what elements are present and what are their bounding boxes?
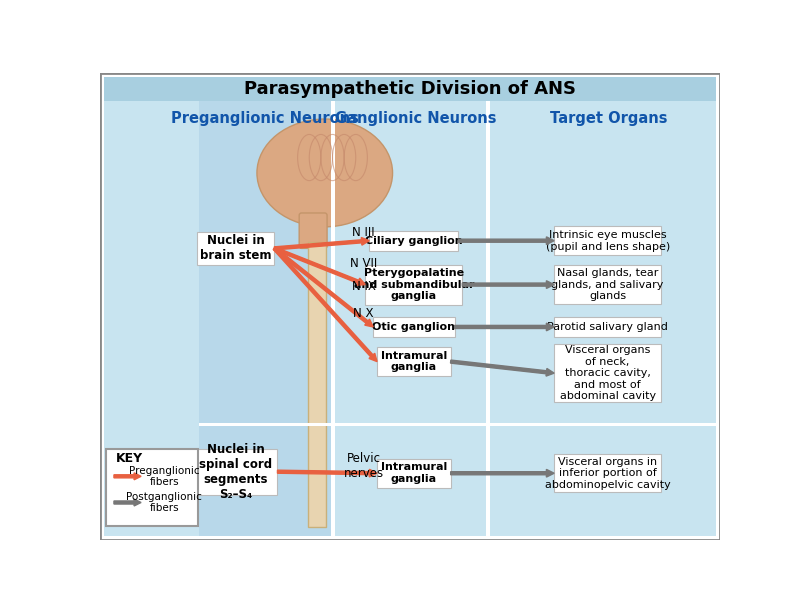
Text: Parasympathetic Division of ANS: Parasympathetic Division of ANS bbox=[244, 80, 576, 98]
Bar bbox=[331, 101, 335, 537]
Text: Preganglionic
fibers: Preganglionic fibers bbox=[129, 466, 200, 487]
Polygon shape bbox=[274, 247, 366, 285]
Polygon shape bbox=[462, 281, 554, 288]
Text: N III: N III bbox=[352, 226, 375, 239]
Bar bbox=[199, 423, 716, 426]
Text: Pelvic
nerves: Pelvic nerves bbox=[343, 452, 383, 480]
Polygon shape bbox=[278, 469, 377, 477]
Text: Parotid salivary gland: Parotid salivary gland bbox=[547, 322, 668, 332]
Polygon shape bbox=[458, 237, 554, 245]
Text: N X: N X bbox=[354, 307, 374, 319]
Bar bbox=[554, 226, 661, 256]
Bar bbox=[554, 344, 661, 402]
Text: Nuclei in
brain stem: Nuclei in brain stem bbox=[200, 234, 271, 262]
Text: Nasal glands, tear
glands, and salivary
glands: Nasal glands, tear glands, and salivary … bbox=[551, 268, 664, 301]
Text: Visceral organs
of neck,
thoracic cavity,
and most of
abdominal cavity: Visceral organs of neck, thoracic cavity… bbox=[559, 345, 656, 401]
Polygon shape bbox=[114, 499, 141, 506]
Text: Otic ganglion: Otic ganglion bbox=[372, 322, 455, 332]
Bar bbox=[106, 449, 198, 526]
Bar bbox=[554, 317, 661, 337]
Text: Preganglionic Neurons: Preganglionic Neurons bbox=[171, 110, 359, 126]
Polygon shape bbox=[274, 247, 373, 327]
FancyBboxPatch shape bbox=[299, 213, 327, 248]
Text: Ciliary ganglion: Ciliary ganglion bbox=[365, 236, 462, 246]
Bar bbox=[377, 459, 450, 488]
Text: Pterygopalatine
and submandibular
ganglia: Pterygopalatine and submandibular gangli… bbox=[354, 268, 474, 301]
Bar bbox=[554, 265, 661, 304]
Text: Nuclei in
spinal cord
segments
S₂–S₄: Nuclei in spinal cord segments S₂–S₄ bbox=[199, 443, 272, 501]
Bar bbox=[370, 231, 458, 251]
Polygon shape bbox=[450, 360, 554, 376]
Text: Ganglionic Neurons: Ganglionic Neurons bbox=[335, 110, 497, 126]
Bar bbox=[199, 101, 331, 537]
Polygon shape bbox=[274, 248, 377, 362]
Polygon shape bbox=[454, 323, 554, 331]
Text: Intramural
ganglia: Intramural ganglia bbox=[381, 463, 447, 484]
Text: Intrinsic eye muscles
(pupil and lens shape): Intrinsic eye muscles (pupil and lens sh… bbox=[546, 230, 670, 251]
Bar bbox=[373, 317, 454, 337]
Ellipse shape bbox=[257, 119, 393, 227]
Text: Postganglionic
fibers: Postganglionic fibers bbox=[126, 492, 202, 514]
Text: KEY: KEY bbox=[115, 452, 142, 465]
Bar bbox=[486, 101, 490, 537]
Polygon shape bbox=[450, 469, 554, 477]
Polygon shape bbox=[114, 473, 141, 480]
Text: N VII: N VII bbox=[350, 257, 377, 270]
Bar bbox=[377, 347, 450, 376]
Text: Target Organs: Target Organs bbox=[550, 110, 667, 126]
Bar bbox=[366, 265, 462, 305]
Text: Intramural
ganglia: Intramural ganglia bbox=[381, 351, 447, 372]
Bar bbox=[554, 454, 661, 492]
Text: N IX: N IX bbox=[351, 280, 375, 293]
Text: Visceral organs in
inferior portion of
abdominopelvic cavity: Visceral organs in inferior portion of a… bbox=[545, 456, 670, 490]
Bar bbox=[197, 232, 274, 265]
Bar bbox=[194, 449, 278, 495]
Bar bbox=[309, 242, 326, 527]
Bar bbox=[104, 76, 716, 101]
Polygon shape bbox=[274, 237, 370, 250]
